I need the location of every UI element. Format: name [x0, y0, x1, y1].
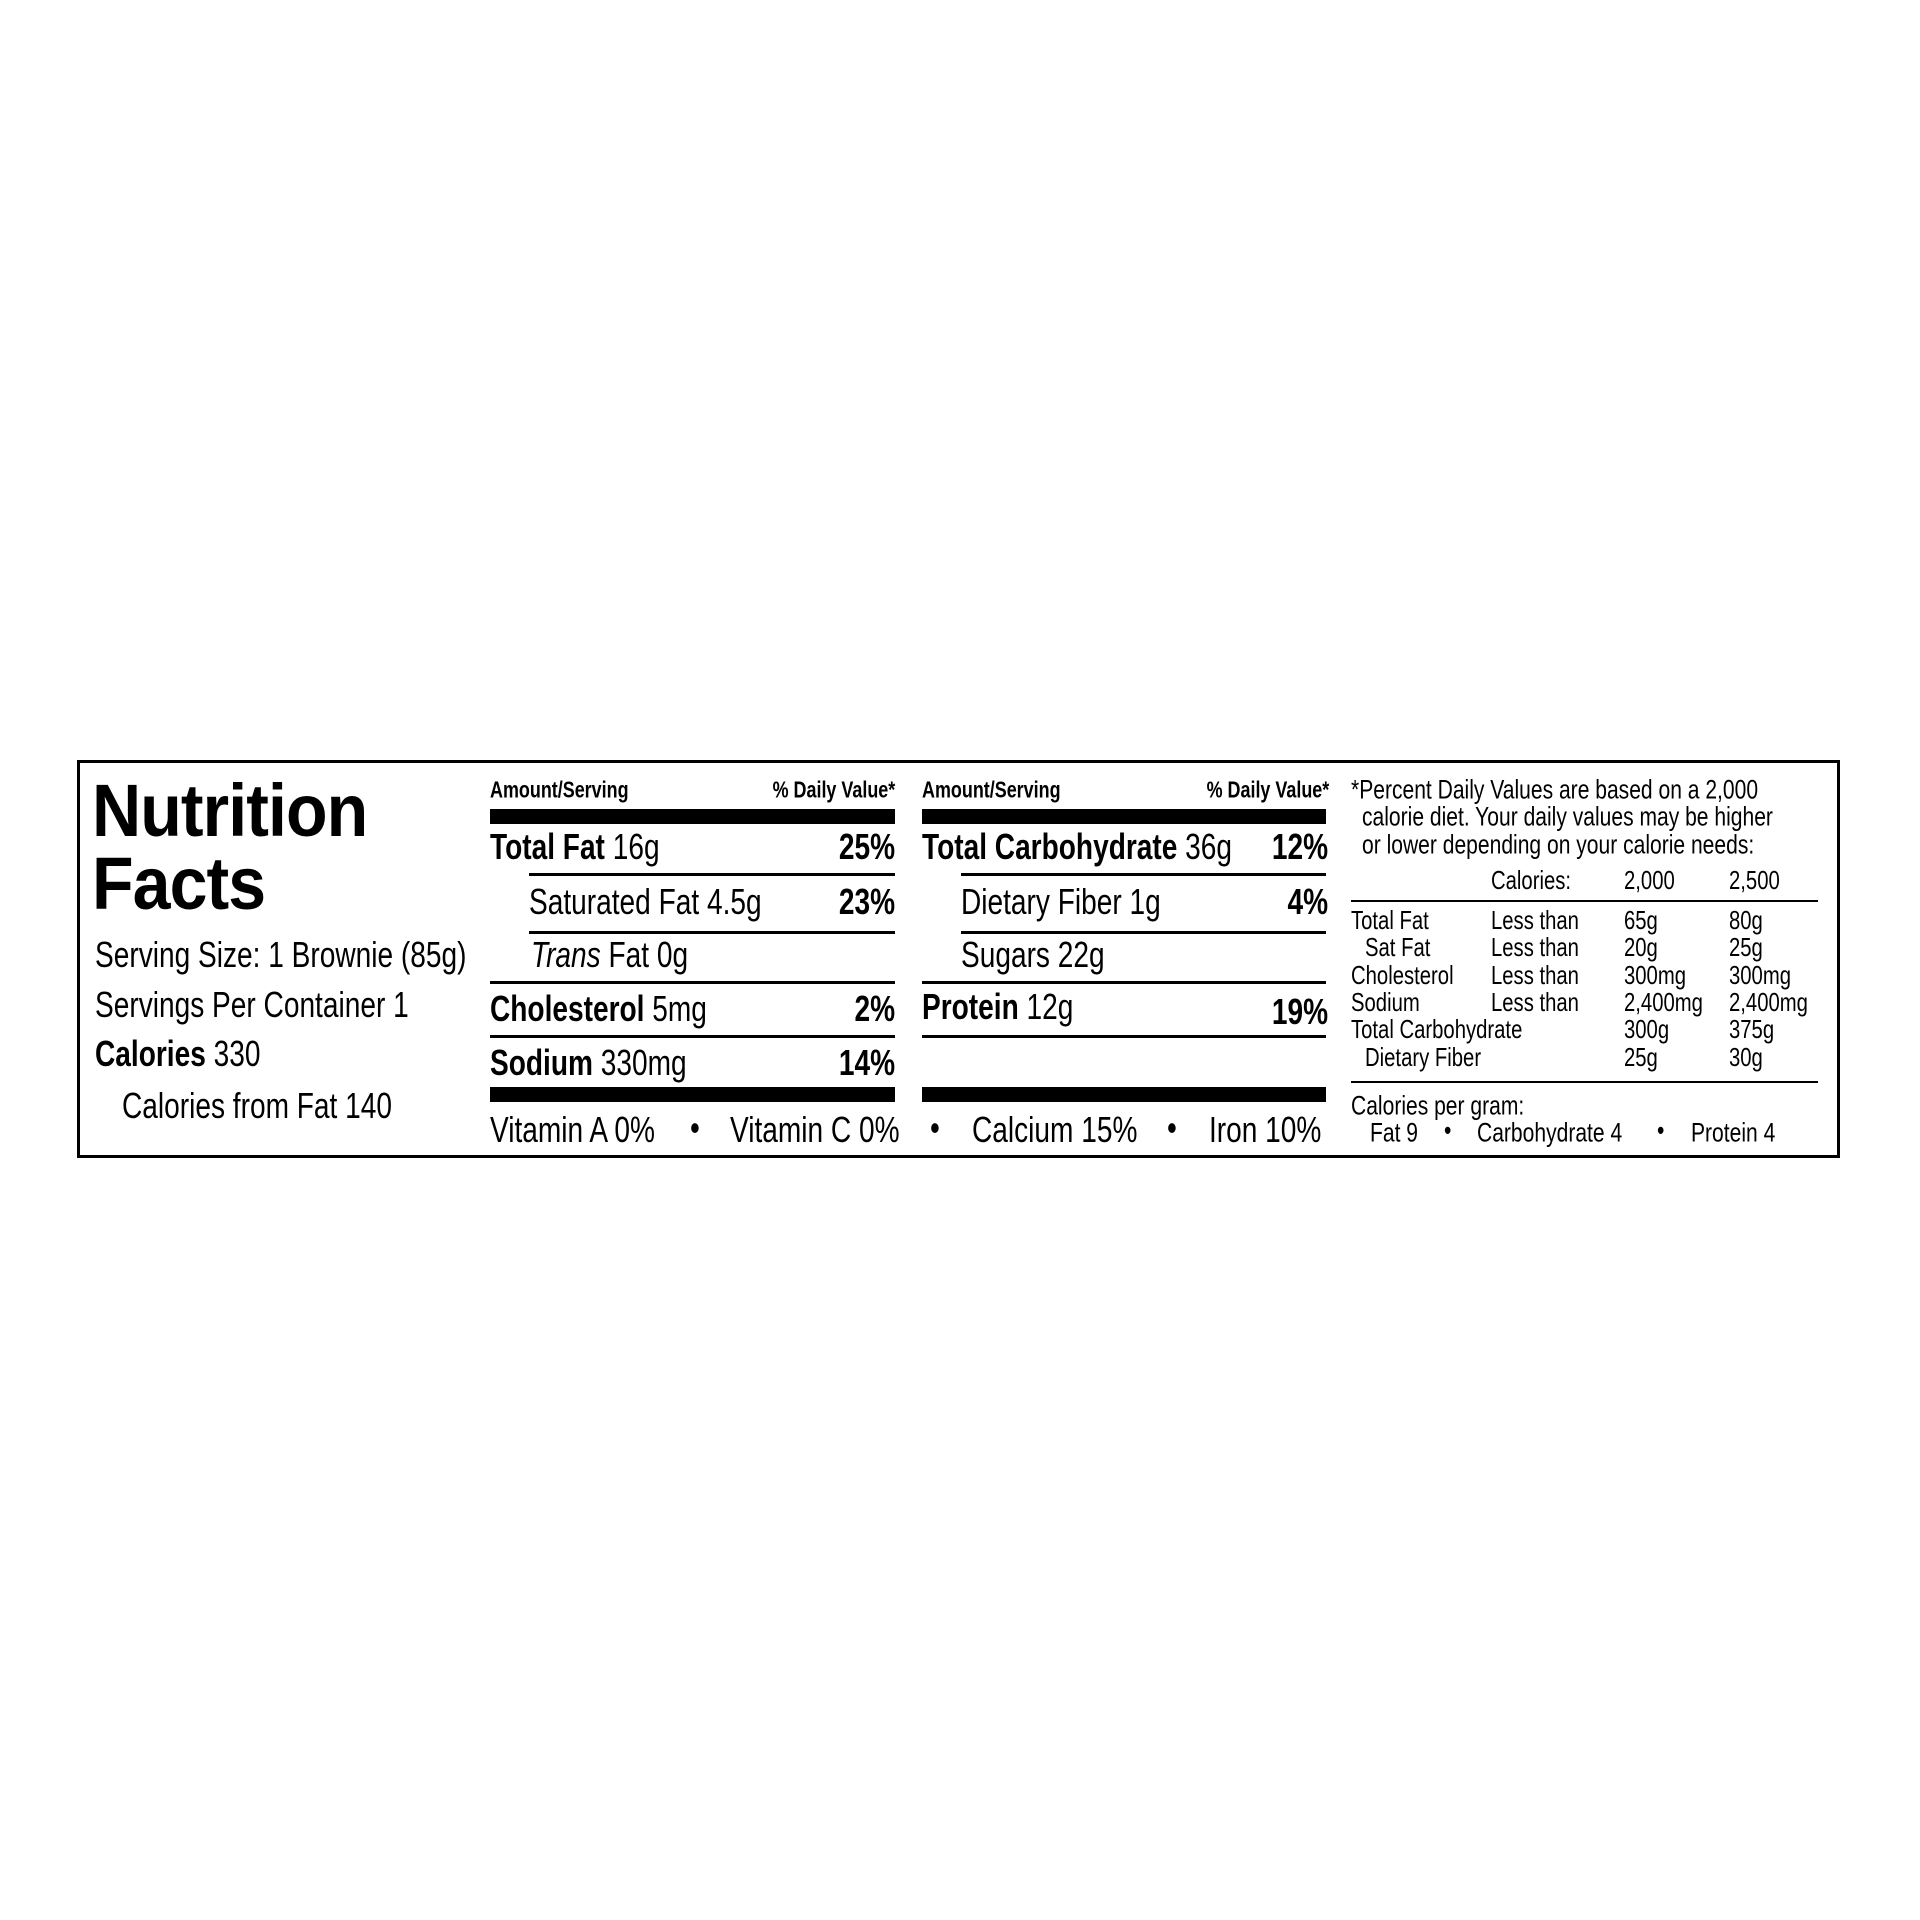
dv-table-cell: 300g: [1624, 1014, 1670, 1044]
amount-header-1: Amount/Serving: [490, 776, 629, 803]
dv-table-cell: Total Fat: [1351, 905, 1429, 935]
thick-divider: [490, 809, 895, 824]
total-carbohydrate: Total Carbohydrate 36g: [922, 826, 1233, 867]
protein-dv: 19%: [1271, 991, 1328, 1032]
title-nutrition: Nutrition: [92, 769, 368, 852]
nutrition-facts-label: [77, 760, 1840, 1158]
total-fat: Total Fat 16g: [490, 826, 660, 867]
thick-divider: [922, 1087, 1326, 1102]
dv-table-cell: 375g: [1729, 1014, 1775, 1044]
dv-table-cell: 2,400mg: [1624, 987, 1703, 1017]
bullet: •: [930, 1107, 940, 1148]
protein: Protein 12g: [922, 986, 1074, 1027]
dietary-fiber: Dietary Fiber 1g: [961, 881, 1161, 922]
thick-divider: [490, 1087, 895, 1102]
dv-table-cell: 300mg: [1624, 960, 1687, 990]
vitamin-a: Vitamin A 0%: [490, 1109, 655, 1150]
sugars: Sugars 22g: [961, 934, 1105, 975]
bullet: •: [690, 1107, 700, 1148]
serving-size: Serving Size: 1 Brownie (85g): [95, 934, 467, 975]
cholesterol: Cholesterol 5mg: [490, 988, 707, 1029]
divider: [1351, 1081, 1818, 1083]
dv-table-cell: Less than: [1491, 987, 1579, 1017]
amount-header-2: Amount/Serving: [922, 776, 1061, 803]
footnote-line: or lower depending on your calorie needs…: [1362, 829, 1755, 860]
dv-table-cell: 80g: [1729, 905, 1763, 935]
divider: [922, 981, 1326, 984]
calories: Calories 330: [95, 1033, 261, 1074]
cal-per-gram-carbohydrate: Carbohydrate 4: [1477, 1117, 1623, 1148]
dv-header-2: % Daily Value*: [1206, 776, 1329, 803]
cholesterol-dv: 2%: [854, 988, 895, 1029]
dv-table-cell: Cholesterol: [1351, 960, 1454, 990]
trans-fat: Trans Fat 0g: [531, 934, 689, 975]
title-facts: Facts: [92, 842, 266, 925]
cal-per-gram-protein: Protein 4: [1691, 1117, 1776, 1148]
dv-table-cell: Total Carbohydrate: [1351, 1014, 1523, 1044]
dv-table-header: 2,000: [1624, 865, 1675, 895]
divider: [961, 931, 1326, 934]
saturated-fat-dv: 23%: [838, 881, 895, 922]
dv-table-cell: 30g: [1729, 1042, 1763, 1072]
dv-header-1: % Daily Value*: [772, 776, 895, 803]
footnote-line: calorie diet. Your daily values may be h…: [1362, 801, 1773, 832]
dv-table-header: Calories:: [1491, 865, 1572, 895]
dv-table-cell: 25g: [1729, 932, 1763, 962]
divider: [529, 931, 895, 934]
dv-table-cell: Sodium: [1351, 987, 1420, 1017]
dv-table-cell: 25g: [1624, 1042, 1658, 1072]
divider: [922, 1035, 1326, 1038]
dv-table-cell: 2,400mg: [1729, 987, 1808, 1017]
dv-table-cell: Sat Fat: [1365, 932, 1431, 962]
dv-table-cell: Dietary Fiber: [1365, 1042, 1482, 1072]
bullet: •: [1167, 1107, 1177, 1148]
dv-table-header: 2,500: [1729, 865, 1780, 895]
servings-per-container: Servings Per Container 1: [95, 984, 409, 1025]
divider: [961, 873, 1326, 876]
saturated-fat: Saturated Fat 4.5g: [529, 881, 762, 922]
thick-divider: [922, 809, 1326, 824]
calories-from-fat: Calories from Fat 140: [122, 1085, 392, 1126]
vitamin-c: Vitamin C 0%: [730, 1109, 900, 1150]
dv-table-cell: 65g: [1624, 905, 1658, 935]
calcium: Calcium 15%: [972, 1109, 1138, 1150]
dv-table-cell: Less than: [1491, 960, 1579, 990]
sodium-dv: 14%: [838, 1042, 895, 1083]
iron: Iron 10%: [1209, 1109, 1322, 1150]
dietary-fiber-dv: 4%: [1287, 881, 1328, 922]
dv-table-cell: Less than: [1491, 932, 1579, 962]
dv-table-cell: 20g: [1624, 932, 1658, 962]
dv-table-cell: Less than: [1491, 905, 1579, 935]
footnote-line: *Percent Daily Values are based on a 2,0…: [1351, 774, 1759, 805]
dv-table-cell: 300mg: [1729, 960, 1792, 990]
bullet: •: [1657, 1115, 1665, 1146]
divider: [529, 873, 895, 876]
total-carbohydrate-dv: 12%: [1271, 826, 1328, 867]
calories-per-gram-label: Calories per gram:: [1351, 1090, 1525, 1121]
divider: [1351, 900, 1818, 902]
total-fat-dv: 25%: [838, 826, 895, 867]
bullet: •: [1444, 1115, 1452, 1146]
divider: [490, 1035, 895, 1038]
sodium: Sodium 330mg: [490, 1042, 687, 1083]
cal-per-gram-fat: Fat 9: [1370, 1117, 1418, 1148]
divider: [490, 981, 895, 984]
